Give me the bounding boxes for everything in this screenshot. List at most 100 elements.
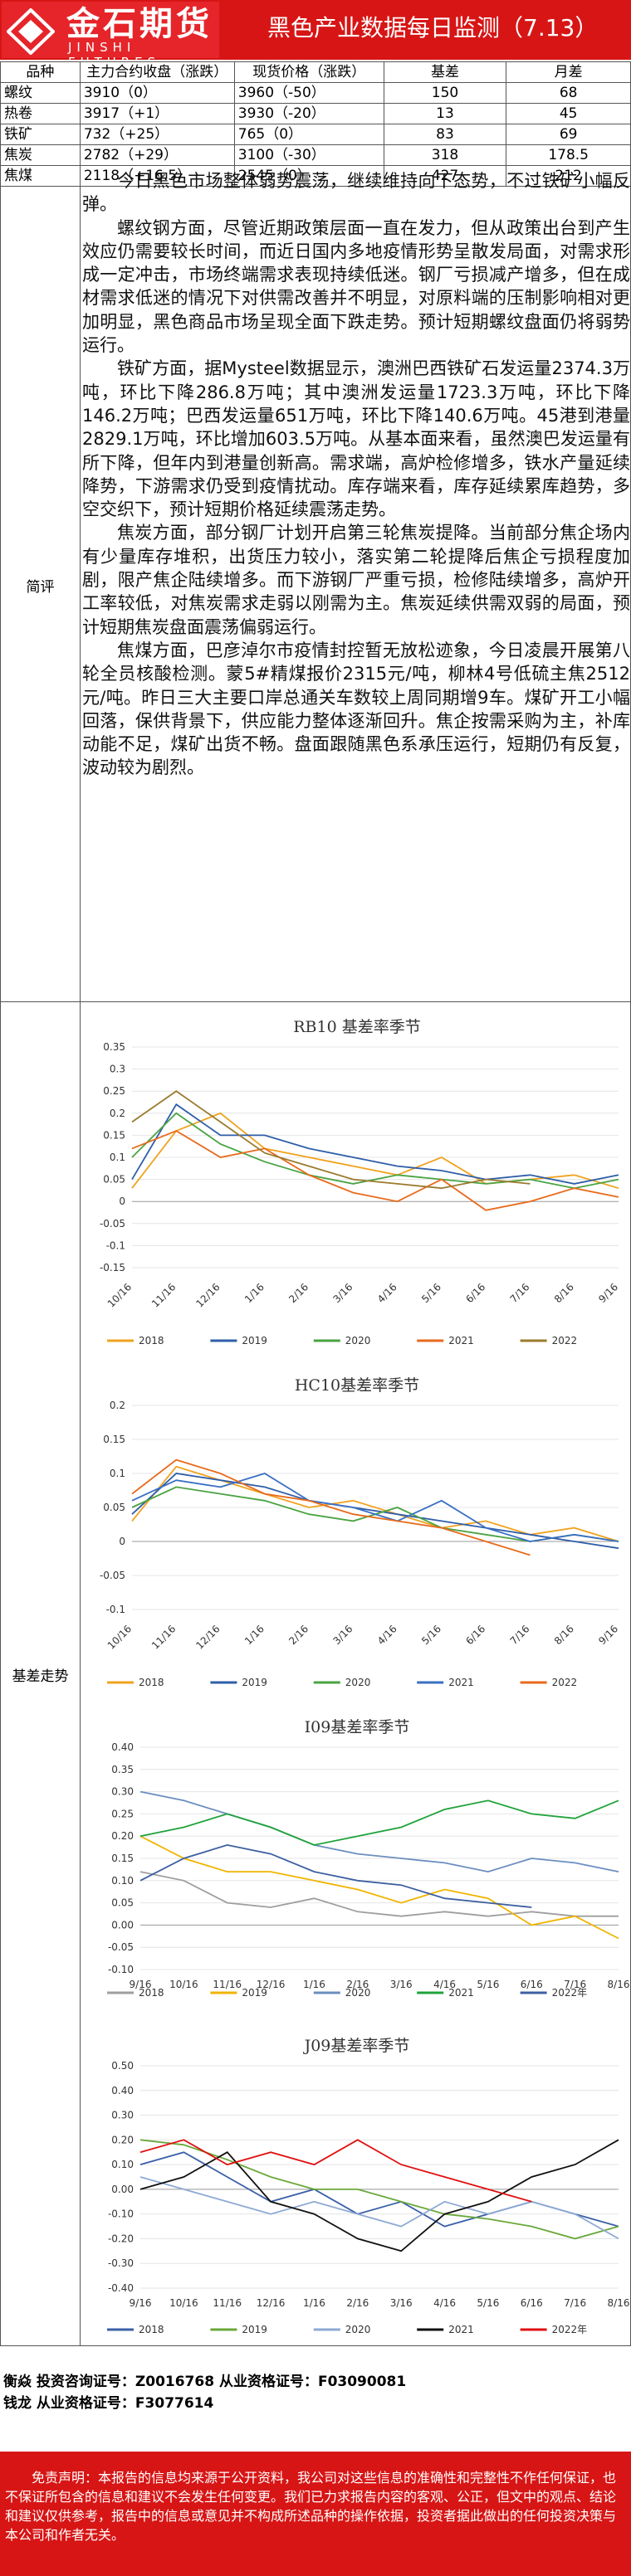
x-tick-label: 11/16 xyxy=(149,1623,178,1651)
disclaimer: 免责声明：本报告的信息均来源于公开资料，我公司对这些信息的准确性和完整性不作任何… xyxy=(0,2452,631,2576)
y-tick-label: 0.25 xyxy=(103,1085,125,1097)
x-tick-label: 4/16 xyxy=(433,1979,456,1990)
x-tick-label: 8/16 xyxy=(552,1623,576,1647)
y-tick-label: 0.3 xyxy=(110,1064,125,1075)
rb10-basis-chart: RB10 基差率季节 0.35 0.3 0.25 0.2 0.15 0.1 0.05 0 -0.0… xyxy=(82,1010,631,1359)
commentary-section: 简评 今日黑色市场整体弱势震荡，继续维持向下态势，不过铁矿小幅反弹。 螺纹钢方面… xyxy=(0,168,631,1002)
series-line xyxy=(139,2176,619,2240)
chart-title: J09基差率季节 xyxy=(303,2037,410,2055)
report-title: 黑色产业数据每日监测（7.13） xyxy=(267,14,599,41)
series-line xyxy=(139,2139,532,2203)
table-cell: 178.5 xyxy=(506,144,631,166)
legend-label: 2021 xyxy=(448,2324,474,2335)
price-table: 品种 主力合约收盘（涨跌） 现货价格（涨跌） 基差 月差 螺纹 3910（0） … xyxy=(0,61,631,187)
legend-label: 2019 xyxy=(242,1335,267,1346)
series-line xyxy=(139,2139,619,2252)
table-cell: 3930（-20） xyxy=(233,103,384,124)
x-tick-label: 5/16 xyxy=(419,1623,443,1647)
legend-label: 2018 xyxy=(139,2324,164,2335)
commentary-body: 今日黑色市场整体弱势震荡，继续维持向下态势，不过铁矿小幅反弹。 螺纹钢方面，尽管… xyxy=(82,169,630,780)
table-cell: 150 xyxy=(383,82,507,104)
table-cell: 2118（+16.5） xyxy=(79,165,235,187)
table-header: 主力合约收盘（涨跌） xyxy=(79,61,235,83)
legend-label: 2020 xyxy=(345,1335,371,1346)
y-tick-label: -0.10 xyxy=(108,1964,134,1975)
y-tick-label: 0.00 xyxy=(111,2184,134,2195)
j09-basis-chart: J09基差率季节 0.50 0.40 0.30 0.20 0.10 0.00 -0.10 -0.… xyxy=(82,2029,631,2338)
x-tick-label: 9/16 xyxy=(130,1979,152,1990)
table-cell: 69 xyxy=(506,124,631,145)
analyst-line: 钱龙 从业资格证号：F3077614 xyxy=(3,2395,214,2412)
table-row: 焦炭 2782（+29） 3100（-30） 318 178.5 xyxy=(0,144,631,166)
y-tick-label: 0.00 xyxy=(111,1919,134,1931)
x-tick-label: 9/16 xyxy=(596,1623,620,1647)
series-line xyxy=(131,1465,619,1542)
table-row: 铁矿 732（+25） 765（0） 83 69 xyxy=(0,124,631,145)
y-tick-label: 0.2 xyxy=(110,1108,125,1119)
table-cell: 3910（0） xyxy=(79,82,235,104)
table-cell: 83 xyxy=(383,124,507,145)
y-tick-label: 0.10 xyxy=(111,1875,134,1887)
y-tick-label: 0 xyxy=(119,1536,125,1547)
x-tick-label: 8/16 xyxy=(552,1281,576,1305)
table-cell: 318 xyxy=(383,144,507,166)
legend-label: 2019 xyxy=(242,2324,267,2335)
x-tick-label: 6/16 xyxy=(463,1623,487,1647)
y-tick-label: 0.15 xyxy=(103,1434,125,1445)
x-tick-label: 7/16 xyxy=(508,1281,532,1305)
legend-label: 2020 xyxy=(345,2324,371,2335)
table-header: 现货价格（涨跌） xyxy=(233,61,384,83)
x-tick-label: 2/16 xyxy=(286,1281,311,1305)
table-header-row: 品种 主力合约收盘（涨跌） 现货价格（涨跌） 基差 月差 xyxy=(0,61,631,83)
table-cell: 螺纹 xyxy=(0,82,81,104)
y-tick-label: 0.35 xyxy=(103,1041,125,1053)
table-cell: 3917（+1） xyxy=(79,103,235,124)
table-header: 品种 xyxy=(0,61,81,83)
chart-svg: RB10 基差率季节 0.35 0.3 0.25 0.2 0.15 0.1 0.05 0 -0.0… xyxy=(100,1018,620,1346)
y-tick-label: 0.2 xyxy=(110,1400,125,1411)
table-row: 焦煤 2118（+16.5） 2545（0） 427 212 xyxy=(0,165,631,187)
chart-svg: J09基差率季节 0.50 0.40 0.30 0.20 0.10 0.00 -0.10 -0.… xyxy=(107,2037,629,2335)
series-line xyxy=(139,1835,619,1940)
y-tick-label: 0 xyxy=(119,1195,125,1207)
table-cell: 212 xyxy=(506,165,631,187)
commentary-paragraph: 今日黑色市场整体弱势震荡，继续维持向下态势，不过铁矿小幅反弹。 xyxy=(82,171,630,215)
y-tick-label: 0.40 xyxy=(111,2085,134,2096)
legend-label: 2022 xyxy=(552,1677,578,1688)
y-tick-label: -0.1 xyxy=(106,1239,125,1251)
y-tick-label: 0.15 xyxy=(103,1129,125,1141)
analyst-info: 衡焱 投资咨询证号：Z0016768 从业资格证号：F03090081 钱龙 从… xyxy=(0,2371,631,2414)
y-tick-label: 0.1 xyxy=(110,1468,125,1479)
legend-label: 2021 xyxy=(448,1987,474,1999)
chart-svg: HC10基差率季节 0.2 0.15 0.1 0.05 0 -0.05 -0.1 10/16 11… xyxy=(100,1376,620,1688)
x-tick-label: 11/16 xyxy=(213,1979,242,1990)
table-cell: 2545（0） xyxy=(233,165,384,187)
chart-svg: I09基差率季节 0.40 0.35 0.30 0.25 0.20 0.15 0.10 0.05… xyxy=(107,1718,629,1999)
legend-label: 2019 xyxy=(242,1677,267,1688)
legend-label: 2021 xyxy=(448,1335,474,1346)
x-tick-label: 11/16 xyxy=(213,2297,242,2309)
x-tick-label: 12/16 xyxy=(193,1281,222,1309)
y-tick-label: -0.30 xyxy=(108,2257,134,2269)
y-tick-label: 0.25 xyxy=(111,1808,134,1819)
x-tick-label: 4/16 xyxy=(375,1623,399,1647)
table-cell: 3100（-30） xyxy=(233,144,384,166)
y-tick-label: 0.35 xyxy=(111,1764,134,1775)
table-header: 月差 xyxy=(506,61,631,83)
series-line xyxy=(139,1843,532,1908)
x-tick-label: 9/16 xyxy=(596,1281,620,1305)
legend-label: 2019 xyxy=(242,1987,267,1999)
logo-chinese: 金石期货 xyxy=(66,5,213,43)
x-tick-label: 3/16 xyxy=(390,2297,413,2309)
y-tick-label: 0.05 xyxy=(103,1174,125,1186)
y-tick-label: 0.1 xyxy=(110,1152,125,1163)
x-tick-label: 4/16 xyxy=(433,2297,456,2309)
x-tick-label: 1/16 xyxy=(242,1281,267,1305)
legend-label: 2022 xyxy=(552,1335,578,1346)
x-tick-label: 11/16 xyxy=(149,1281,178,1309)
series-line xyxy=(131,1103,619,1185)
x-tick-label: 10/16 xyxy=(105,1623,134,1651)
x-tick-label: 2/16 xyxy=(346,2297,369,2309)
y-tick-label: 0.40 xyxy=(111,1741,134,1753)
legend-label: 2022年 xyxy=(552,1987,588,1999)
